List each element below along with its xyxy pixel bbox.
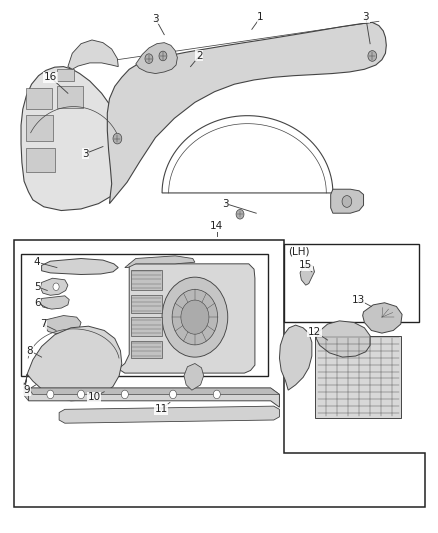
Text: 6: 6 (34, 298, 41, 308)
Polygon shape (162, 116, 333, 193)
Circle shape (162, 277, 228, 357)
Polygon shape (136, 43, 177, 74)
Text: 2: 2 (196, 51, 203, 61)
Text: 15: 15 (299, 261, 312, 270)
Text: 16: 16 (44, 72, 57, 82)
Text: 3: 3 (152, 14, 159, 23)
Circle shape (342, 196, 352, 207)
Polygon shape (40, 278, 68, 295)
Text: 3: 3 (82, 149, 89, 158)
Text: 9: 9 (24, 385, 31, 395)
Polygon shape (363, 303, 402, 333)
Polygon shape (24, 383, 28, 401)
Text: 3: 3 (222, 199, 229, 208)
Text: (LH): (LH) (288, 247, 310, 256)
Text: 14: 14 (210, 221, 223, 231)
Polygon shape (42, 259, 118, 274)
Polygon shape (316, 321, 370, 357)
Polygon shape (279, 325, 312, 390)
Bar (57, 69, 74, 81)
Bar (284, 244, 419, 322)
Circle shape (236, 209, 244, 219)
Circle shape (113, 133, 122, 144)
Bar (131, 341, 162, 358)
Polygon shape (40, 296, 69, 309)
Bar (315, 336, 401, 418)
Circle shape (181, 300, 209, 334)
Polygon shape (45, 316, 81, 334)
Text: 3: 3 (362, 12, 369, 22)
Polygon shape (331, 189, 364, 213)
Circle shape (145, 54, 153, 63)
Polygon shape (14, 240, 425, 507)
Circle shape (159, 51, 167, 61)
Polygon shape (28, 388, 279, 407)
Bar (131, 270, 162, 290)
Circle shape (78, 390, 85, 399)
Text: 7: 7 (39, 319, 46, 329)
Polygon shape (184, 364, 204, 390)
Circle shape (121, 390, 128, 399)
Circle shape (213, 390, 220, 399)
Text: 4: 4 (34, 257, 41, 267)
Polygon shape (21, 67, 129, 211)
Circle shape (170, 390, 177, 399)
Bar (26, 115, 53, 141)
Bar (21, 254, 268, 376)
Polygon shape (25, 326, 122, 401)
Circle shape (172, 289, 218, 345)
Bar (26, 88, 52, 109)
Polygon shape (107, 22, 386, 204)
Bar (131, 295, 162, 313)
Polygon shape (68, 40, 118, 69)
Polygon shape (300, 264, 314, 285)
Circle shape (368, 51, 377, 61)
Text: 11: 11 (155, 405, 168, 414)
Text: 12: 12 (308, 327, 321, 336)
Polygon shape (118, 264, 255, 373)
Polygon shape (28, 388, 279, 394)
Polygon shape (125, 256, 195, 268)
Polygon shape (59, 406, 279, 423)
Bar (57, 86, 83, 108)
Text: 1: 1 (257, 12, 264, 22)
Circle shape (53, 283, 59, 290)
Circle shape (47, 390, 54, 399)
Text: 10: 10 (88, 392, 101, 402)
Text: 5: 5 (34, 282, 41, 292)
Text: 8: 8 (26, 346, 33, 356)
Bar (26, 148, 55, 172)
Bar (131, 317, 162, 336)
Text: 13: 13 (352, 295, 365, 304)
